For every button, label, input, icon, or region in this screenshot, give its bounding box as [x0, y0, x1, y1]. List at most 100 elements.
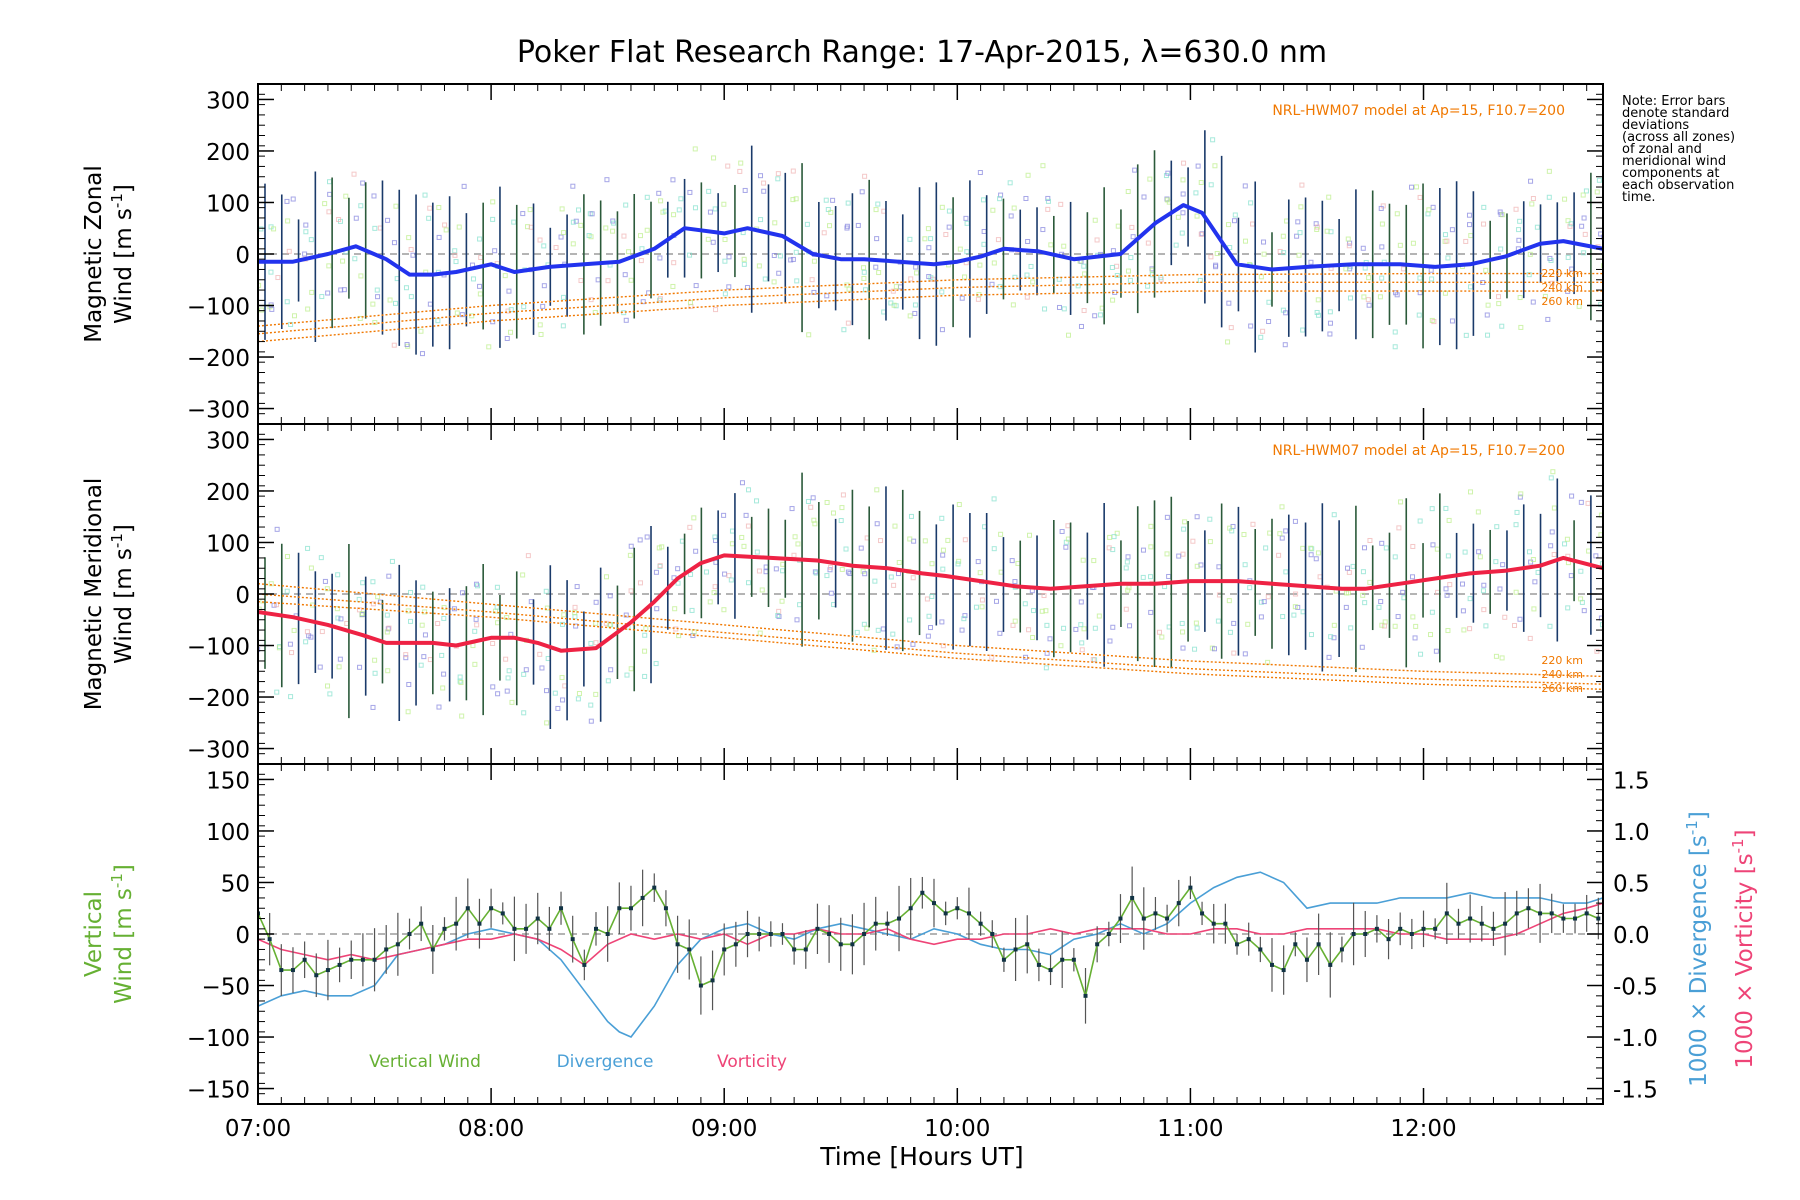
vertical-wind-point: [1095, 942, 1100, 947]
scatter-point: [386, 573, 392, 579]
scatter-point: [1212, 163, 1218, 169]
scatter-point: [1565, 254, 1571, 260]
scatter-point: [1548, 257, 1554, 263]
scatter-point: [675, 566, 681, 572]
scatter-point: [506, 668, 512, 674]
scatter-cloud: [253, 469, 1603, 726]
scatter-point: [521, 710, 527, 716]
scatter-point: [1022, 601, 1028, 607]
vertical-wind-point: [722, 947, 727, 952]
vertical-wind-point: [1083, 993, 1088, 998]
scatter-point: [1347, 295, 1353, 301]
scatter-point: [504, 688, 510, 694]
vertical-wind-point: [1013, 947, 1018, 952]
scatter-point: [1379, 622, 1385, 628]
scatter-point: [1079, 640, 1085, 646]
scatter-point: [840, 492, 846, 498]
model-altitude-label: 240 km: [1541, 668, 1583, 681]
scatter-point: [1125, 587, 1131, 593]
scatter-point: [422, 192, 428, 198]
scatter-point: [741, 543, 747, 549]
model-label: NRL-HWM07 model at Ap=15, F10.7=200: [1272, 103, 1565, 119]
vertical-wind-point: [698, 983, 703, 988]
scatter-point: [962, 613, 968, 619]
scatter-point: [1410, 574, 1416, 580]
scatter-point: [1359, 644, 1365, 650]
scatter-point: [658, 198, 664, 204]
scatter-point: [1059, 528, 1065, 534]
scatter-point: [1180, 210, 1186, 216]
scatter-point: [1115, 223, 1121, 229]
scatter-point: [1392, 623, 1398, 629]
scatter-point: [1194, 213, 1200, 219]
scatter-point: [1551, 505, 1557, 511]
scatter-point: [989, 281, 995, 287]
scatter-point: [1282, 342, 1288, 348]
scatter-point: [1294, 233, 1300, 239]
scatter-point: [1241, 532, 1247, 538]
scatter-point: [1378, 599, 1384, 605]
scatter-point: [1166, 573, 1172, 579]
scatter-point: [1433, 648, 1439, 654]
scatter-point: [335, 615, 341, 621]
scatter-point: [961, 616, 967, 622]
scatter-point: [1499, 655, 1505, 661]
scatter-point: [521, 671, 527, 677]
scatter-point: [1056, 304, 1062, 310]
vertical-wind-point: [1001, 957, 1006, 962]
scatter-point: [874, 236, 880, 242]
scatter-point: [1467, 596, 1473, 602]
vertical-wind-point: [745, 932, 750, 936]
scatter-point: [472, 628, 478, 634]
scatter-point: [486, 344, 492, 350]
scatter-point: [964, 249, 970, 255]
scatter-point: [623, 612, 629, 618]
scatter-point: [408, 618, 414, 624]
plot-area: [253, 130, 1603, 357]
scatter-point: [1367, 537, 1373, 543]
scatter-point: [1346, 569, 1352, 575]
scatter-point: [1267, 530, 1273, 536]
scatter-point: [1596, 177, 1602, 183]
scatter-point: [656, 190, 662, 196]
vertical-wind-point: [267, 937, 272, 942]
scatter-point: [991, 260, 997, 266]
scatter-point: [289, 650, 295, 656]
divergence-y-label: 1000 × Divergence [s-1]: [1683, 811, 1712, 1087]
scatter-point: [772, 220, 778, 226]
scatter-point: [389, 558, 395, 564]
vorticity-line: [258, 902, 1603, 966]
scatter-point: [693, 283, 699, 289]
scatter-point: [253, 274, 257, 278]
scatter-point: [639, 246, 645, 252]
scatter-point: [1581, 608, 1587, 614]
scatter-point: [959, 627, 965, 633]
scatter-point: [963, 215, 969, 221]
scatter-point: [1180, 191, 1186, 197]
scatter-point: [745, 523, 751, 529]
scatter-point: [1092, 313, 1098, 319]
scatter-point: [604, 177, 610, 183]
scatter-point: [359, 611, 365, 617]
scatter-point: [1345, 236, 1351, 242]
scatter-point: [761, 188, 767, 194]
scatter-point: [308, 634, 314, 640]
scatter-point: [305, 306, 311, 312]
scatter-point: [1110, 624, 1116, 630]
scatter-point: [845, 569, 851, 575]
scatter-point: [891, 582, 897, 588]
scatter-point: [1148, 574, 1154, 580]
left-tick-label: −150: [187, 1078, 250, 1104]
scatter-point: [285, 218, 291, 224]
scatter-point: [1449, 318, 1455, 324]
scatter-point: [387, 297, 393, 303]
vertical-wind-point: [325, 968, 330, 973]
panels: NRL-HWM07 model at Ap=15, F10.7=200 220 k…: [81, 83, 1758, 1142]
scatter-point: [957, 246, 963, 252]
scatter-point: [418, 662, 424, 668]
scatter-point: [628, 666, 634, 672]
vertical-wind-point: [1025, 942, 1030, 947]
scatter-point: [678, 196, 684, 202]
scatter-point: [253, 586, 257, 590]
scatter-point: [1247, 585, 1253, 591]
